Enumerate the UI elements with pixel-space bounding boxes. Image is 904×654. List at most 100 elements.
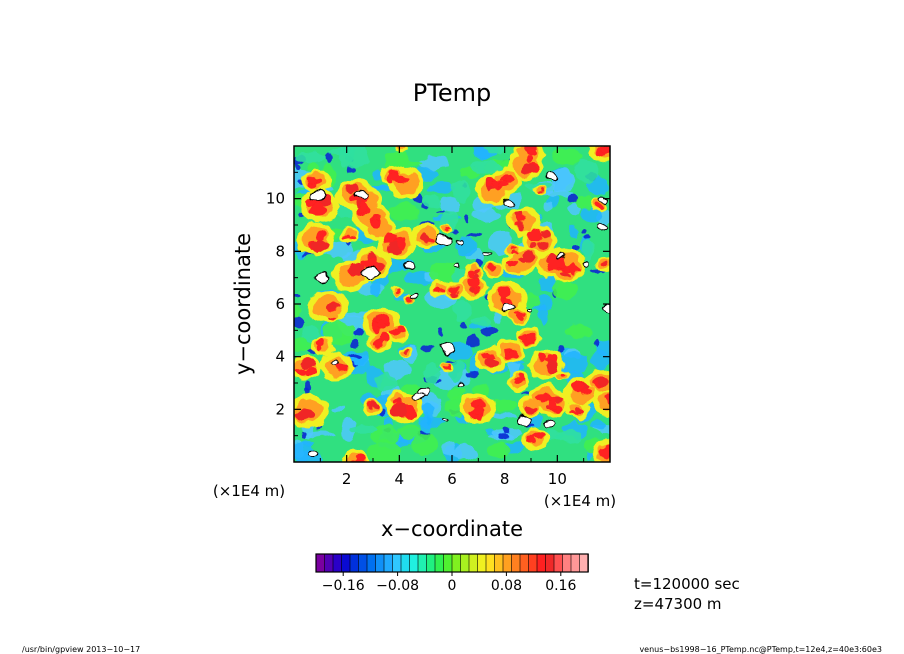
colorbar-swatch — [502, 553, 513, 573]
hot-core — [537, 241, 548, 249]
deep-cool-patch — [580, 230, 586, 234]
colorbar-swatch — [392, 553, 402, 573]
hot-core — [348, 236, 358, 240]
hot-core — [574, 405, 583, 415]
hot-core — [377, 319, 385, 331]
hot-core — [406, 295, 412, 300]
hot-core — [387, 174, 393, 183]
overflow-spot — [557, 253, 566, 260]
y-tick-label: 6 — [275, 295, 285, 313]
mid-patch — [388, 203, 422, 222]
y-tick-label: 4 — [275, 348, 285, 366]
cool-patch — [489, 230, 513, 255]
overflow-spot — [435, 234, 452, 246]
hot-core — [348, 265, 365, 276]
hot-core — [437, 287, 445, 293]
overflow-spot — [456, 238, 464, 245]
overflow-spot — [601, 305, 610, 315]
colorbar-swatch — [570, 553, 581, 573]
overflow-spot — [595, 222, 608, 232]
hot-core — [497, 181, 510, 187]
hot-core — [549, 255, 566, 270]
hot-core — [536, 190, 541, 193]
mid-patch — [370, 423, 400, 444]
cool-patch — [472, 209, 502, 221]
hot-core — [606, 394, 610, 405]
hot-core — [446, 228, 449, 231]
mid-patch — [411, 433, 439, 456]
hot-core — [540, 188, 544, 192]
colorbar-swatch — [349, 553, 360, 573]
deep-cool-patch — [589, 269, 601, 275]
mid-patch — [445, 387, 465, 399]
hot-core — [316, 338, 324, 347]
colorbar-swatch — [460, 553, 470, 573]
deep-cool-patch — [583, 234, 592, 239]
hot-core — [301, 357, 313, 369]
hot-core — [501, 173, 509, 181]
colorbar-swatch — [519, 553, 530, 573]
hot-core — [516, 219, 525, 232]
hot-core — [295, 368, 308, 376]
deep-cool-patch — [567, 193, 579, 204]
mid-patch — [482, 146, 505, 154]
overflow-spot — [330, 359, 340, 366]
plot-area: 2 4 6 8 10 2 4 6 8 10 — [266, 145, 611, 488]
cool-patch — [568, 204, 580, 215]
deep-cool-patch — [466, 232, 482, 237]
deep-cool-patch — [294, 294, 300, 298]
deep-cool-patch — [571, 244, 581, 251]
overflow-spot — [544, 418, 558, 428]
mid-patch — [470, 160, 503, 174]
mid-patch — [452, 300, 473, 321]
mid-patch — [294, 338, 313, 352]
mid-patch — [582, 239, 594, 263]
overflow-spot — [501, 198, 516, 208]
overflow-spot — [402, 262, 414, 271]
mid-patch — [451, 179, 470, 204]
colorbar-swatch — [536, 553, 547, 573]
hot-core — [527, 334, 537, 344]
hot-core — [481, 353, 496, 359]
hot-core — [599, 146, 610, 154]
mid-patch — [574, 158, 599, 183]
deep-cool-patch — [349, 340, 360, 349]
hot-core — [365, 403, 373, 408]
hot-core — [511, 246, 517, 250]
overflow-spot — [411, 393, 424, 402]
hot-core — [545, 360, 560, 374]
y-tick-label: 2 — [275, 400, 285, 418]
colorbar-swatch — [528, 553, 538, 573]
deep-cool-patch — [594, 339, 599, 349]
cool-patch — [539, 304, 548, 326]
hot-core — [467, 276, 481, 288]
deep-cool-patch — [497, 433, 509, 440]
cool-patch — [453, 444, 479, 461]
hot-core — [402, 348, 408, 354]
cool-patch — [419, 156, 450, 171]
hot-core — [526, 229, 542, 243]
overflow-spot — [500, 302, 515, 313]
hot-core — [419, 232, 430, 243]
hot-core — [527, 149, 537, 156]
deep-cool-patch — [460, 320, 467, 329]
hot-core — [356, 198, 363, 209]
hot-core — [485, 357, 498, 368]
y-ticks: 2 4 6 8 10 — [266, 171, 610, 437]
deep-cool-patch — [325, 152, 333, 163]
hot-core — [404, 352, 408, 355]
colorbar-swatch — [400, 553, 411, 573]
hot-core — [533, 431, 545, 440]
hot-core — [602, 260, 608, 267]
mid-patch — [322, 322, 356, 344]
colorbar-swatch — [562, 553, 572, 573]
mid-patch — [487, 442, 512, 458]
mid-patch — [368, 440, 402, 462]
colorbar-swatch — [417, 553, 428, 573]
y-tick-label: 10 — [266, 190, 285, 208]
hot-core — [395, 289, 402, 294]
mid-patch — [399, 425, 422, 438]
hot-core — [561, 374, 565, 377]
overflow-spot — [411, 294, 419, 301]
deep-cool-patch — [305, 381, 312, 392]
